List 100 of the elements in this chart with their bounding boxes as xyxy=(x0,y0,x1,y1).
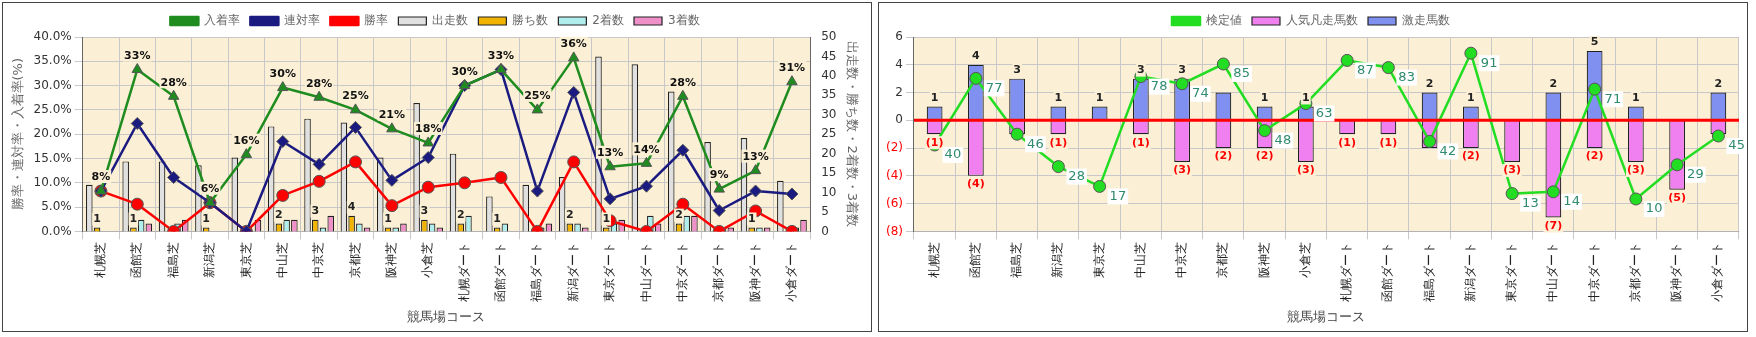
point xyxy=(1546,185,1560,199)
data-label: 13% xyxy=(596,146,624,160)
data-label: 42 xyxy=(1439,142,1457,158)
y-tick-label: 2 xyxy=(895,84,903,99)
data-label: 33% xyxy=(124,48,151,62)
x-tick-label: 福島芝 xyxy=(1009,242,1024,279)
x-tick-label: 中山ダート xyxy=(638,242,653,303)
data-label: 1 xyxy=(493,211,501,225)
legend-label: 検定値 xyxy=(1206,13,1242,28)
data-label: 77 xyxy=(985,79,1003,95)
point xyxy=(604,160,616,171)
x-tick-label: 京都芝 xyxy=(1215,242,1230,279)
point xyxy=(1010,127,1024,141)
x-tick-label: 小倉芝 xyxy=(1298,242,1312,279)
point xyxy=(1051,160,1065,174)
data-label: 5 xyxy=(1590,35,1599,49)
y2-tick-label: 50 xyxy=(821,29,837,44)
y2-tick-label: 5 xyxy=(821,204,829,219)
y-tick-label: (4) xyxy=(886,167,903,182)
data-label: 28 xyxy=(1068,167,1085,183)
point xyxy=(567,155,581,169)
x-tick-label: 中山芝 xyxy=(274,242,289,279)
point xyxy=(530,184,544,198)
y-tick-label: 0.0% xyxy=(41,223,72,238)
data-label: 33% xyxy=(487,48,515,62)
y-tick-label: (6) xyxy=(886,195,903,210)
legend-label: 人気凡走馬数 xyxy=(1286,13,1358,28)
point xyxy=(312,157,326,171)
point xyxy=(313,90,325,101)
point xyxy=(240,148,253,159)
legend-label: 入着率 xyxy=(204,13,241,28)
legend-label: 2着数 xyxy=(592,13,625,28)
x-tick-label: 京都芝 xyxy=(347,242,362,279)
data-label: 1 xyxy=(1095,90,1104,104)
data-label: 1 xyxy=(1054,90,1063,104)
y2-tick-label: 45 xyxy=(821,48,837,63)
data-label: 10 xyxy=(1645,200,1663,216)
data-label: 9% xyxy=(709,168,729,182)
legend-label: 激走馬数 xyxy=(1402,13,1450,28)
point xyxy=(567,85,581,99)
point xyxy=(640,156,653,167)
point xyxy=(1711,129,1725,143)
x-tick-label: 中京ダート xyxy=(674,242,689,303)
y2-tick-label: 30 xyxy=(821,106,837,121)
legend-label: 出走数 xyxy=(432,13,469,28)
data-label: (2) xyxy=(1585,149,1604,163)
y-tick-label: 5.0% xyxy=(41,199,72,214)
x-axis-title: 競馬場コース xyxy=(407,308,486,324)
legend-label: 3着数 xyxy=(668,13,700,28)
data-label: 4 xyxy=(972,49,981,63)
data-label: (7) xyxy=(1544,218,1563,232)
x-tick-label: 函館ダート xyxy=(1380,242,1395,303)
data-label: (2) xyxy=(1214,149,1233,163)
data-label: (1) xyxy=(1338,135,1356,149)
x-tick-label: 福島ダート xyxy=(529,242,544,303)
x-tick-label: 札幌ダート xyxy=(456,242,471,303)
data-label: 71 xyxy=(1604,90,1622,106)
data-label: 2 xyxy=(1425,76,1434,90)
point xyxy=(568,51,580,62)
data-label: 8% xyxy=(91,170,111,184)
x-tick-label: 阪神ダート xyxy=(747,242,762,303)
point xyxy=(1093,179,1107,193)
data-label: 28% xyxy=(160,75,187,89)
point xyxy=(277,81,289,92)
x-tick-label: 東京ダート xyxy=(602,242,617,303)
point xyxy=(1216,57,1230,71)
data-label: 6% xyxy=(200,182,220,196)
data-label: 2 xyxy=(1714,76,1723,90)
point xyxy=(276,134,290,148)
data-label: 1 xyxy=(930,90,939,104)
data-label: 2 xyxy=(275,207,283,221)
data-label: 1 xyxy=(747,211,756,225)
data-label: 28% xyxy=(669,75,697,89)
y2-tick-label: 40 xyxy=(821,68,837,82)
data-label: 3 xyxy=(1013,63,1021,77)
data-label: 36% xyxy=(560,37,587,51)
y2-tick-label: 20 xyxy=(821,145,837,160)
x-tick-label: 福島芝 xyxy=(165,242,180,279)
data-label: (4) xyxy=(967,177,985,191)
point xyxy=(349,103,362,114)
data-label: 1 xyxy=(129,211,138,225)
point xyxy=(349,120,362,134)
y2-tick-label: 15 xyxy=(821,165,837,180)
x-tick-label: 阪神芝 xyxy=(384,242,398,279)
point xyxy=(385,199,399,213)
x-tick-label: 新潟芝 xyxy=(1050,242,1065,279)
point xyxy=(422,136,434,147)
y2-tick-label: 10 xyxy=(821,184,837,199)
data-label: 91 xyxy=(1480,54,1498,70)
x-tick-label: 札幌芝 xyxy=(93,242,108,279)
data-label: (5) xyxy=(1668,191,1686,205)
point xyxy=(1175,77,1189,91)
data-label: 3 xyxy=(311,204,320,218)
point xyxy=(1588,82,1602,96)
x-tick-label: 中京ダート xyxy=(1586,242,1601,303)
data-label: 17 xyxy=(1109,187,1127,203)
data-label: 1 xyxy=(1632,90,1640,104)
point xyxy=(1381,61,1395,75)
data-label: 1 xyxy=(1302,90,1310,104)
x-tick-label: 東京芝 xyxy=(238,242,253,279)
